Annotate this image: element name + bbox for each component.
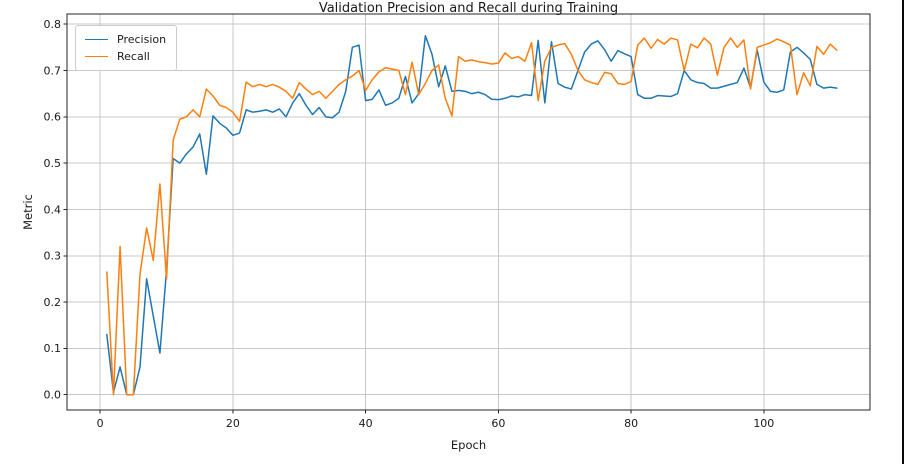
y-axis-label: Metric [21, 194, 35, 230]
legend-label-precision: Precision [117, 33, 167, 46]
legend-label-recall: Recall [117, 50, 150, 63]
x-tick-label: 0 [97, 417, 104, 430]
chart-title: Validation Precision and Recall during T… [318, 1, 619, 16]
precision-line [106, 35, 838, 396]
y-tick-label: 0.3 [44, 250, 62, 263]
y-tick-label: 0.0 [44, 389, 62, 402]
y-tick-label: 0.7 [44, 64, 62, 77]
plot-border [66, 13, 871, 411]
x-tick-label: 20 [226, 417, 240, 430]
y-tick-label: 0.8 [44, 18, 62, 31]
y-tick-label: 0.6 [44, 111, 62, 124]
y-tick-label: 0.2 [44, 296, 62, 309]
x-tick-label: 100 [753, 417, 774, 430]
recall-line [106, 37, 838, 396]
x-tick-label: 60 [491, 417, 505, 430]
y-tick-label: 0.1 [44, 342, 62, 355]
x-axis-label: Epoch [450, 438, 487, 452]
recall-line-swatch [85, 56, 108, 57]
precision-line-swatch [85, 39, 108, 40]
screen-right-edge-bar [902, 0, 904, 464]
y-tick-label: 0.4 [44, 203, 62, 216]
legend: Precision Recall [75, 25, 178, 71]
x-tick-label: 80 [624, 417, 638, 430]
legend-item-precision: Precision [85, 31, 166, 48]
legend-item-recall: Recall [85, 48, 166, 65]
x-tick-label: 40 [359, 417, 373, 430]
y-tick-label: 0.5 [44, 157, 62, 170]
